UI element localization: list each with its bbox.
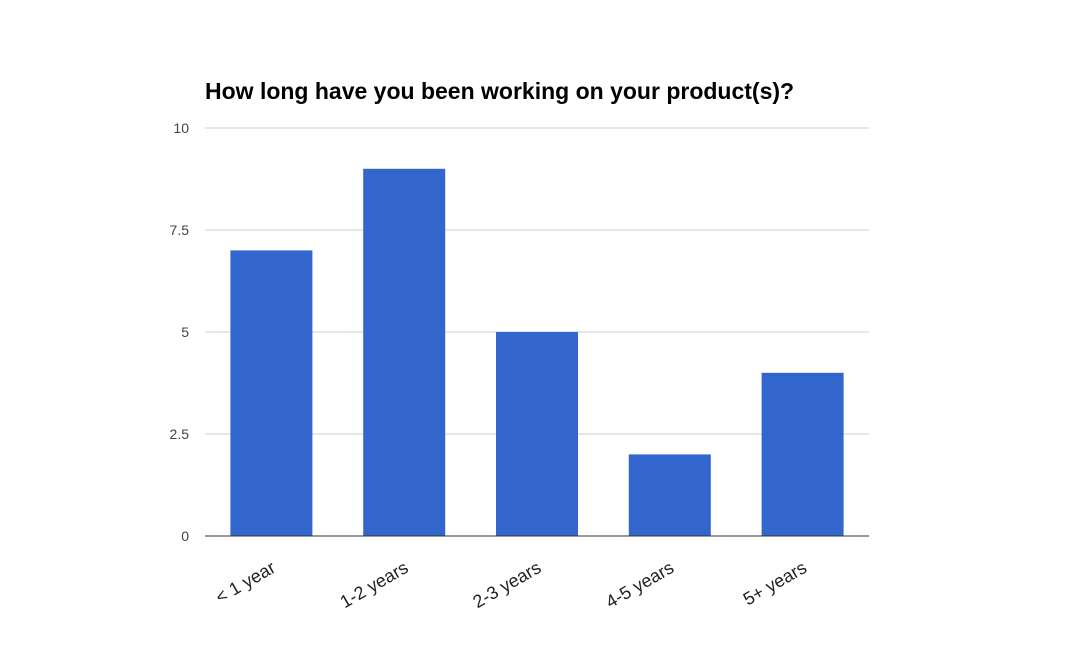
y-tick-label: 7.5 bbox=[170, 222, 190, 238]
bars bbox=[230, 168, 844, 537]
bar-2 bbox=[496, 332, 578, 536]
x-tick-label: 4-5 years bbox=[602, 557, 677, 612]
x-tick-label: 1-2 years bbox=[337, 557, 412, 612]
y-tick-label: 0 bbox=[181, 528, 189, 544]
y-tick-label: 5 bbox=[181, 324, 189, 340]
y-tick-label: 10 bbox=[173, 120, 189, 136]
x-tick-label: 2-3 years bbox=[469, 557, 544, 612]
chart-title: How long have you been working on your p… bbox=[205, 78, 794, 104]
x-tick-label: 5+ years bbox=[740, 557, 810, 609]
bar-1 bbox=[363, 168, 446, 537]
bar-3 bbox=[628, 454, 711, 536]
x-tick-label: < 1 year bbox=[212, 557, 279, 607]
y-tick-label: 2.5 bbox=[170, 426, 190, 442]
bar-0 bbox=[230, 250, 313, 536]
y-axis-tick-labels: 0 2.5 5 7.5 10 bbox=[170, 120, 190, 544]
bar-4 bbox=[761, 372, 844, 536]
x-axis-tick-labels: < 1 year 1-2 years 2-3 years 4-5 years 5+ ye… bbox=[212, 557, 810, 612]
